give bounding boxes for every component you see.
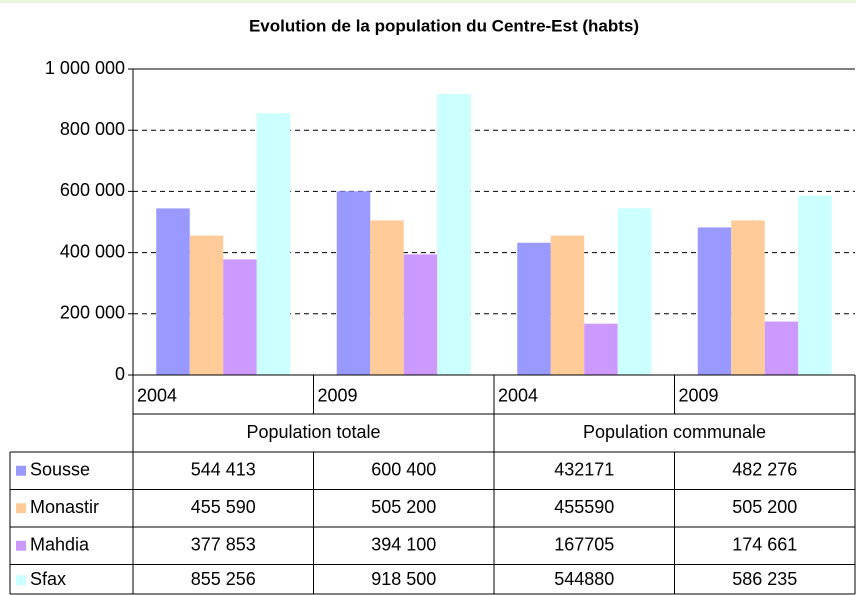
bar [798,195,832,375]
legend-label: Mahdia [30,535,90,555]
legend-key [16,575,26,586]
table-value: 394 100 [371,535,436,555]
bar [697,227,732,375]
y-tick-label: 400 000 [60,241,125,261]
bar [223,259,257,375]
group-label: Population totale [246,422,380,442]
bar [764,321,799,375]
bar [189,235,224,375]
group-label: Population communale [583,422,766,442]
bar [336,191,371,375]
y-tick-label: 1 000 000 [45,58,125,78]
bar [517,242,551,375]
y-tick-label: 200 000 [60,303,125,323]
chart-title: Evolution de la population du Centre-Est… [249,16,639,35]
y-tick-label: 800 000 [60,119,125,139]
x-tick-label: 2004 [498,385,538,405]
table-value: 455590 [554,497,614,517]
top-band [0,0,856,3]
legend-key [16,540,26,551]
table-value: 586 235 [732,569,797,589]
bar [584,323,618,375]
table-value: 432171 [554,460,614,480]
table-value: 544 413 [191,460,256,480]
bar [256,113,291,376]
y-tick-label: 600 000 [60,180,125,200]
x-tick-label: 2009 [679,385,719,405]
bar [550,235,585,375]
bar [156,208,190,375]
table-value: 505 200 [732,497,797,517]
table-value: 455 590 [191,497,256,517]
table-value: 174 661 [732,535,797,555]
legend-label: Monastir [30,497,99,517]
bar [731,220,765,375]
legend-label: Sfax [30,569,66,589]
bar [403,254,438,375]
table-value: 167705 [554,535,614,555]
bar [370,220,404,375]
y-tick-label: 0 [115,364,125,384]
bar [617,208,652,375]
table-value: 377 853 [191,535,256,555]
table-value: 600 400 [371,460,436,480]
table-value: 918 500 [371,569,436,589]
table-value: 855 256 [191,569,256,589]
legend-label: Sousse [30,460,90,480]
x-tick-label: 2004 [137,385,177,405]
table-value: 482 276 [732,460,797,480]
bar [437,93,471,376]
legend-key [16,503,26,514]
table-value: 505 200 [371,497,436,517]
table-value: 544880 [554,569,614,589]
legend-key [16,465,26,476]
x-tick-label: 2009 [318,385,358,405]
